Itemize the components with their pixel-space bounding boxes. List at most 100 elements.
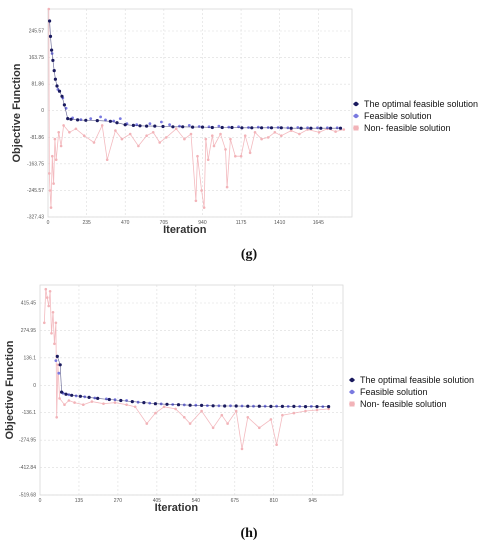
data-point — [234, 409, 238, 413]
data-point — [292, 404, 296, 408]
data-point — [342, 128, 346, 131]
data-point — [210, 125, 214, 130]
plot-area — [39, 284, 344, 496]
legend-label: The optimal feasible solution — [364, 99, 478, 109]
data-point — [258, 426, 261, 430]
plot-area — [47, 8, 353, 218]
data-point — [151, 131, 155, 134]
data-point — [47, 304, 50, 308]
data-point — [48, 189, 52, 192]
data-point — [66, 117, 70, 121]
x-tick-label: 0 — [39, 498, 42, 504]
x-tick-label: 540 — [192, 498, 201, 504]
data-point — [73, 401, 76, 404]
data-point — [55, 354, 59, 358]
data-point — [60, 94, 64, 98]
data-point — [53, 77, 58, 81]
data-point — [105, 397, 108, 401]
data-point — [319, 126, 323, 130]
data-point — [176, 403, 181, 407]
data-point — [303, 405, 308, 409]
data-point — [335, 126, 339, 130]
y-tick-label: 245.57 — [29, 29, 45, 35]
data-point — [211, 426, 215, 430]
data-point — [234, 154, 237, 158]
data-point — [248, 151, 252, 155]
data-point — [289, 129, 293, 132]
data-point — [99, 115, 102, 119]
legend: The optimal feasible solution Feasible so… — [349, 375, 474, 409]
data-point — [196, 154, 199, 158]
data-point — [74, 127, 78, 131]
y-tick-label: -274.95 — [19, 438, 36, 444]
data-point — [165, 136, 168, 139]
data-point — [306, 126, 309, 130]
data-point — [145, 134, 148, 137]
data-point — [315, 405, 319, 409]
data-point — [148, 122, 152, 126]
x-axis-title: Iteration — [163, 224, 207, 236]
data-point — [52, 182, 55, 185]
data-point — [87, 395, 91, 399]
data-point — [50, 332, 53, 335]
x-tick-label: 1645 — [313, 220, 324, 226]
data-point — [51, 154, 54, 158]
data-point — [113, 401, 117, 404]
data-point — [58, 397, 61, 400]
data-point — [57, 131, 60, 134]
x-tick-label: 940 — [198, 220, 207, 226]
data-point — [162, 405, 166, 409]
data-point — [158, 141, 161, 144]
data-point — [50, 48, 54, 52]
data-point — [246, 416, 250, 419]
data-point — [60, 390, 64, 394]
x-tick-label: 470 — [121, 220, 130, 226]
data-point — [145, 422, 149, 425]
data-point — [240, 126, 244, 130]
data-point — [309, 126, 313, 130]
series-trace — [57, 356, 329, 407]
data-point — [298, 132, 301, 136]
legend-label: Non- feasible solution — [364, 123, 451, 133]
x-tick-label: 135 — [75, 498, 84, 504]
data-point — [55, 84, 59, 88]
legend-marker — [349, 377, 355, 383]
data-point — [63, 403, 66, 407]
data-point — [145, 124, 149, 128]
data-point — [226, 422, 229, 425]
data-point — [189, 132, 193, 136]
data-point — [51, 311, 55, 314]
data-point — [120, 137, 124, 141]
data-point — [47, 7, 51, 11]
data-point — [53, 137, 57, 141]
x-tick-label: 235 — [82, 220, 91, 226]
series-2 — [43, 287, 330, 451]
data-point — [107, 397, 111, 402]
legend-marker — [353, 125, 359, 131]
data-point — [67, 399, 71, 402]
chart-0: 0 235 470 705 940 1175 1410 1645 245.57 163.75 81.… — [11, 7, 478, 262]
data-point — [234, 404, 238, 408]
y-tick-label: -245.57 — [27, 188, 44, 194]
data-point — [257, 404, 261, 408]
data-point — [211, 404, 215, 408]
x-tick-label: 270 — [114, 498, 123, 504]
data-point — [280, 404, 284, 408]
data-point — [115, 121, 119, 125]
y-tick-label: 415.45 — [21, 301, 37, 307]
data-point — [96, 396, 100, 400]
data-point — [78, 394, 82, 398]
data-point — [191, 125, 195, 129]
data-point — [95, 119, 99, 123]
data-point — [57, 371, 61, 375]
data-point — [130, 400, 134, 404]
legend-marker — [353, 101, 359, 107]
data-point — [246, 404, 250, 408]
series-0 — [48, 19, 343, 130]
x-tick-label: 0 — [47, 220, 50, 226]
data-point — [250, 126, 254, 130]
data-point — [54, 158, 58, 161]
data-point — [171, 125, 175, 129]
data-point — [79, 118, 83, 121]
legend: The optimal feasible solution Feasible so… — [353, 99, 478, 133]
